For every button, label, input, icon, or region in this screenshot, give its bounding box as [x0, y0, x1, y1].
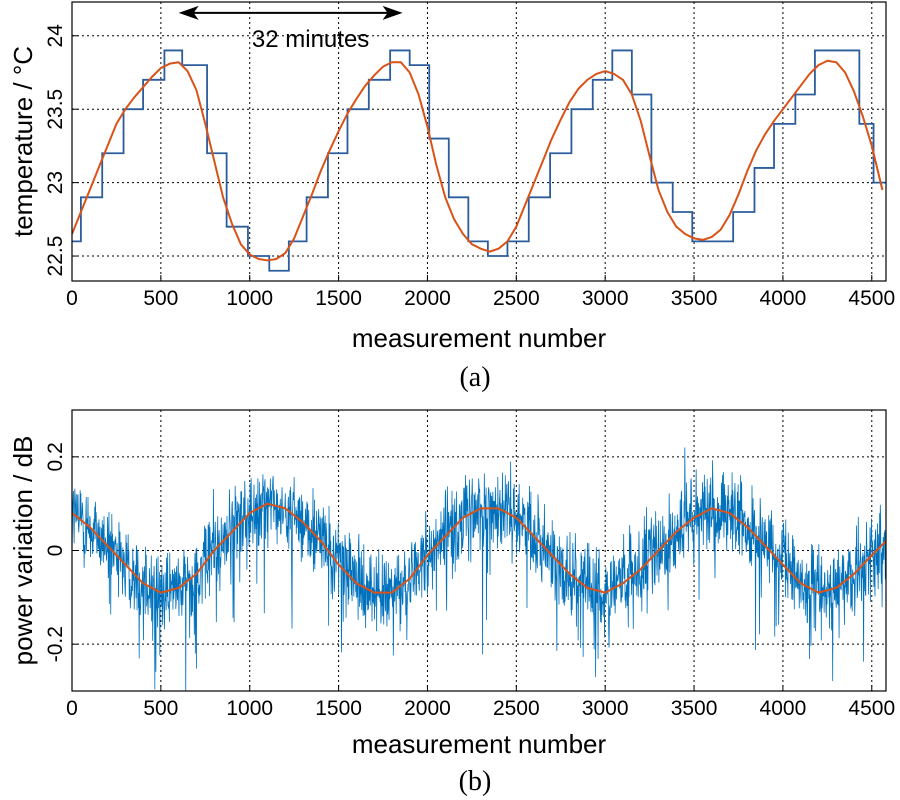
- x-tick-label: 2500: [493, 697, 540, 720]
- series-smooth-line: [72, 502, 886, 594]
- series-noisy-line: [72, 447, 886, 691]
- x-tick-label: 4500: [848, 697, 895, 720]
- series-step-line: [72, 49, 886, 272]
- x-tick-label: 3000: [582, 697, 629, 720]
- series-smooth-line: [72, 59, 884, 262]
- x-tick-label: 1500: [315, 697, 362, 720]
- x-tick-label: 2500: [493, 287, 540, 310]
- panel-a-plot: 0 500 1000 1500 2000 2500 3000 3500 4000 4500 22.5…: [8, 1, 895, 353]
- panel-b-label: (b): [459, 766, 492, 797]
- y-tick-label: 0: [44, 545, 67, 557]
- x-tick-label: 3000: [582, 287, 629, 310]
- panel-a-label: (a): [459, 362, 490, 393]
- annotation-arrow-right-head: [382, 5, 403, 20]
- x-tick-label: 3500: [671, 697, 718, 720]
- y-tick-label: 22.5: [44, 236, 67, 277]
- plot-frame: [71, 1, 887, 282]
- y-axis-label: temperature / °C: [8, 46, 38, 237]
- x-axis-label: measurement number: [352, 729, 607, 759]
- x-tick-label: 0: [66, 287, 78, 310]
- x-tick-label: 500: [143, 697, 178, 720]
- panel-b-plot: 0 500 1000 1500 2000 2500 3000 3500 4000 4500 -0.2…: [8, 409, 895, 759]
- x-tick-label: 500: [143, 287, 178, 310]
- x-tick-label: 1000: [226, 697, 273, 720]
- x-tick-label: 1500: [315, 287, 362, 310]
- y-tick-label: 24: [44, 24, 67, 48]
- x-tick-label: 4000: [760, 697, 807, 720]
- x-tick-label: 3500: [671, 287, 718, 310]
- x-tick-label: 4000: [760, 287, 807, 310]
- x-tick-label: 4500: [848, 287, 895, 310]
- plot-area: [72, 49, 886, 272]
- x-tick-label: 2000: [404, 287, 451, 310]
- y-axis-label: power variation / dB: [8, 436, 38, 666]
- y-tick-label: 23: [44, 171, 67, 194]
- x-tick-label: 2000: [404, 697, 451, 720]
- x-tick-label: 1000: [226, 287, 273, 310]
- x-axis-label: measurement number: [352, 323, 607, 353]
- annotation-label: 32 minutes: [252, 26, 369, 53]
- y-tick-label: -0.2: [44, 626, 67, 662]
- annotation-arrow-left-head: [178, 5, 199, 20]
- y-tick-label: 0.2: [44, 442, 67, 471]
- y-tick-label: 23.5: [44, 89, 67, 130]
- plot-area: [72, 447, 886, 691]
- x-tick-label: 0: [66, 697, 78, 720]
